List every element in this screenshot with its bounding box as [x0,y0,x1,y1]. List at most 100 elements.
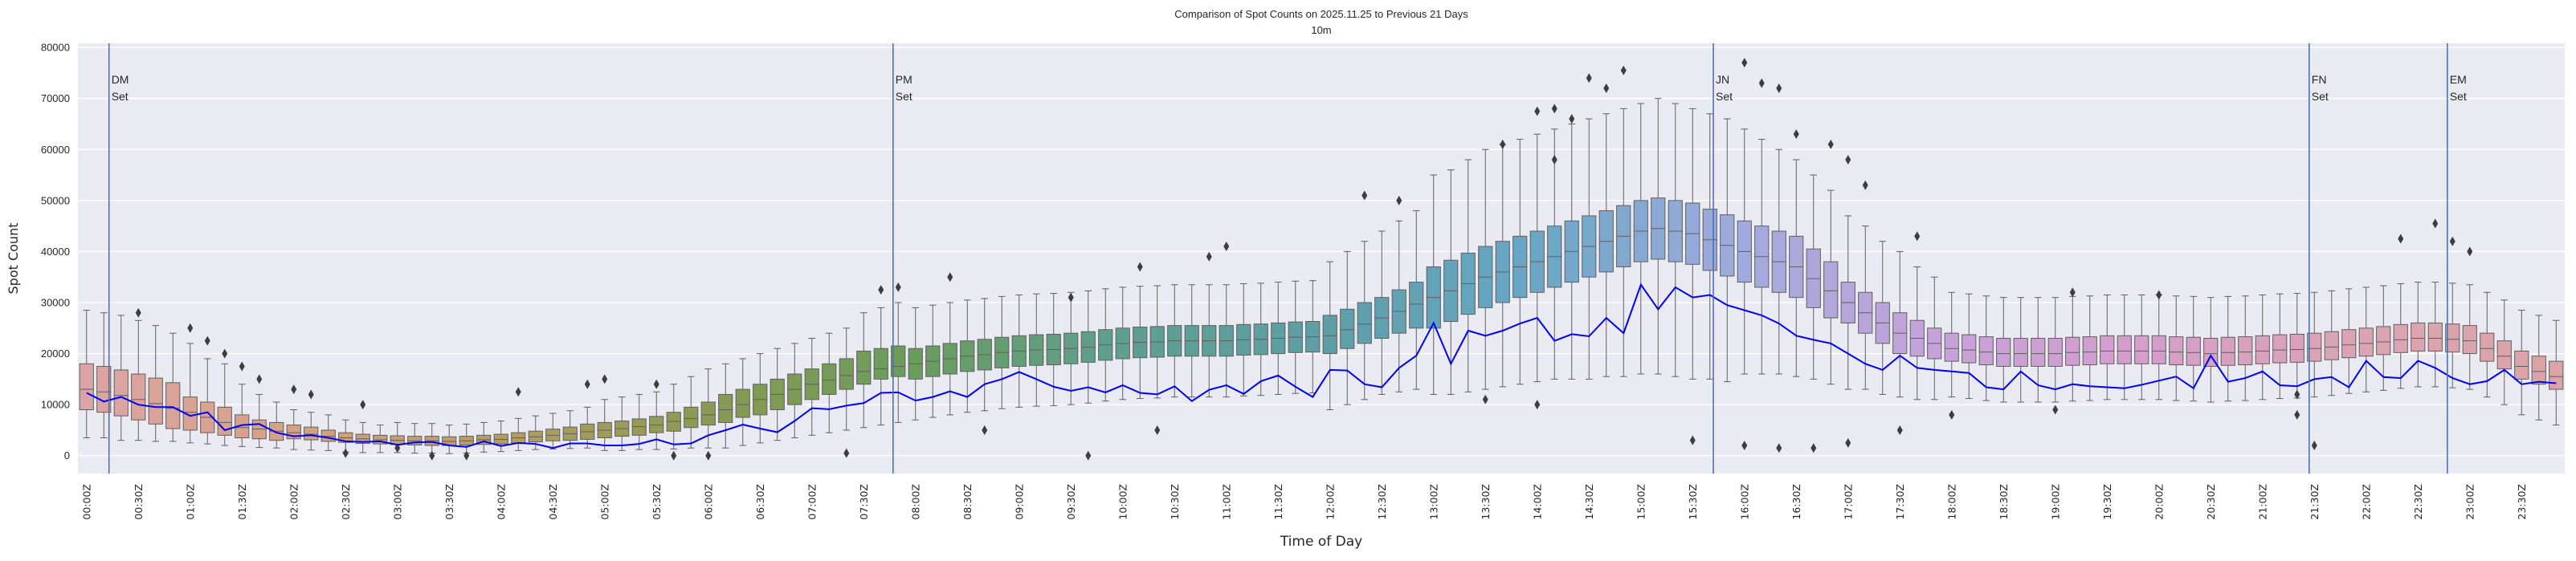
x-tick-label: 12:00Z [1324,484,1336,520]
iqr-box [2393,323,2408,353]
box-87 [1582,118,1597,380]
outlier-point [602,374,608,384]
outlier-point [1827,139,1834,149]
outlier-point [429,450,435,461]
box-11 [269,401,284,449]
outlier-point [1482,394,1488,404]
iqr-box [2445,323,2460,353]
box-114 [2047,297,2063,403]
box-72 [1322,261,1337,411]
outlier-point [2398,234,2404,244]
outlier-point [291,384,297,395]
iqr-box [1978,336,1994,366]
box-142 [2531,315,2546,421]
iqr-box [304,426,319,441]
iqr-box [2065,336,2080,366]
iqr-box [2341,329,2357,359]
event-label-name: DM [112,73,129,86]
box-84 [1529,133,1545,383]
box-31 [614,396,630,451]
box-44 [839,327,854,431]
x-tick-label: 07:30Z [858,484,870,520]
iqr-box [2151,335,2166,364]
iqr-box [2427,322,2443,352]
x-tick-label: 02:00Z [288,484,300,520]
iqr-box [148,377,163,425]
outlier-point [1223,242,1230,252]
iqr-box [79,363,94,411]
outlier-point [204,335,210,346]
x-tick-label: 10:30Z [1169,484,1181,520]
x-tick-label: 04:00Z [495,484,507,520]
box-8 [217,363,232,446]
box-21 [442,425,457,454]
box-116 [2082,295,2097,401]
iqr-box [735,388,750,418]
box-2 [113,315,129,441]
box-48 [908,307,923,421]
box-35 [684,376,699,449]
x-tick-label: 19:00Z [2049,484,2061,520]
iqr-box [2358,327,2374,357]
iqr-box [2117,335,2132,364]
box-88 [1598,113,1614,377]
y-axis-label: Spot Count [6,223,21,295]
iqr-box [2549,360,2564,390]
outlier-point [308,389,314,400]
box-43 [822,332,837,433]
x-tick-label: 09:00Z [1013,484,1025,520]
box-101 [1823,189,1839,385]
iqr-box [217,406,232,436]
y-tick-label: 0 [64,449,70,461]
iqr-box [2462,325,2477,355]
event-lines: DM Set PM Set JN Set FN Set EM Set [108,43,2467,474]
iqr-box [113,369,129,417]
x-tick-label: 12:30Z [1376,484,1388,520]
outlier-point [1862,180,1868,190]
event-label-name: JN [1716,73,1729,86]
box-103 [1858,226,1873,390]
x-tick-label: 13:00Z [1427,484,1439,520]
x-tick-label: 14:30Z [1583,484,1595,520]
box-54 [1011,294,1027,408]
iqr-box [684,406,699,429]
outlier-point [1776,443,1782,453]
outlier-points [135,58,2473,461]
iqr-box [856,350,872,385]
outlier-point [1689,435,1696,445]
outlier-point [843,448,850,458]
box-99 [1789,159,1804,377]
box-100 [1806,174,1821,380]
outlier-point [2052,404,2059,415]
iqr-box [2134,335,2149,364]
outlier-point [2294,409,2300,420]
box-125 [2238,295,2253,401]
outlier-point [982,425,988,435]
box-78 [1426,174,1441,395]
box-77 [1409,210,1424,390]
iqr-box [1357,302,1372,344]
y-tick-label: 10000 [41,399,70,411]
box-38 [735,358,750,446]
iqr-box [1823,261,1839,319]
box-121 [2169,295,2184,401]
box-119 [2134,294,2149,400]
outlier-point [2449,236,2456,246]
y-tick-label: 70000 [41,92,70,104]
iqr-box [2272,334,2288,364]
iqr-box [2220,336,2235,366]
box-70 [1288,280,1303,394]
box-83 [1513,139,1528,385]
iqr-box [631,418,647,436]
box-86 [1564,123,1579,380]
outlier-point [2294,389,2300,400]
outlier-point [1137,262,1143,272]
outlier-point [222,348,228,359]
outlier-point [1534,400,1541,410]
x-tick-labels: 00:00Z 00:30Z 01:00Z 01:30Z 02:00Z 02:30Z 03:0… [80,484,2528,520]
box-5 [165,332,181,442]
box-4 [148,325,163,442]
x-tick-label: 18:00Z [1945,484,1958,520]
box-85 [1547,128,1562,380]
x-tick-label: 22:00Z [2360,484,2372,520]
